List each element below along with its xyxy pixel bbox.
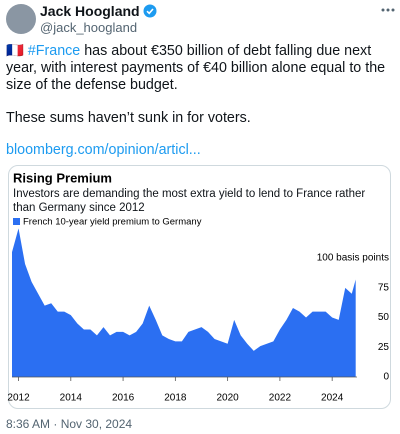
author-handle[interactable]: @jack_hoogland: [40, 20, 138, 35]
x-tick-label: 2024: [321, 393, 344, 404]
legend-swatch: [13, 218, 20, 225]
timestamp[interactable]: 8:36 AM · Nov 30, 2024: [6, 417, 133, 431]
chart-subtitle: Investors are demanding the most extra y…: [13, 188, 366, 214]
x-tick-label: 2014: [60, 393, 83, 404]
verified-badge: [143, 4, 157, 18]
y-tick-label: 0: [383, 372, 389, 383]
legend-label: French 10-year yield premium to Germany: [23, 217, 202, 228]
y-tick-label: 25: [378, 342, 390, 353]
x-tick-label: 2022: [269, 393, 292, 404]
tweet-text: 🇫🇷 #France has about €350 billion of deb…: [6, 43, 396, 94]
more-button[interactable]: [380, 6, 396, 14]
x-tick-label: 2012: [7, 393, 30, 404]
chart-title: Rising Premium: [13, 170, 112, 185]
hashtag[interactable]: #France: [27, 43, 81, 59]
tweet-text-2: These sums haven’t sunk in for voters.: [6, 110, 251, 126]
y-tick-label: 50: [378, 312, 390, 323]
body-text: has about €350 billion of debt falling d…: [6, 43, 386, 93]
x-tick-label: 2016: [112, 393, 135, 404]
y-tick-label: 100 basis points: [317, 253, 389, 264]
x-tick-label: 2018: [164, 393, 187, 404]
chart-card[interactable]: [8, 165, 391, 409]
avatar[interactable]: [6, 4, 36, 34]
author-name[interactable]: Jack Hoogland: [40, 3, 140, 19]
flag: 🇫🇷: [6, 43, 24, 59]
area: [12, 228, 356, 377]
y-tick-label: 75: [378, 282, 390, 293]
x-tick-label: 2020: [217, 393, 240, 404]
link[interactable]: bloomberg.com/opinion/articl...: [6, 142, 201, 158]
